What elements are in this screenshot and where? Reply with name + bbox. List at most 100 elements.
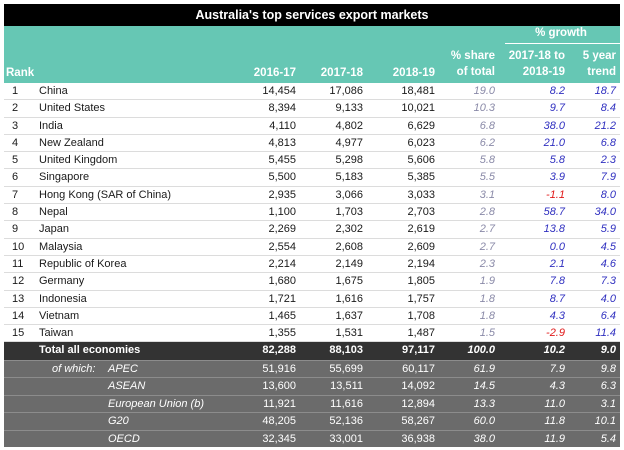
growth2-cell: 11.4 xyxy=(595,327,616,340)
year2-cell: 17,086 xyxy=(329,85,363,97)
growth2-cell: 5.4 xyxy=(600,432,616,445)
table-row: 9 Japan 2,269 2,302 2,619 2.7 13.8 5.9 xyxy=(4,221,620,239)
year1-cell: 51,916 xyxy=(262,362,296,375)
growth2-cell: 3.1 xyxy=(600,397,616,410)
growth2-cell: 6.3 xyxy=(600,380,616,393)
table-row: 15 Taiwan 1,355 1,531 1,487 1.5 -2.9 11.4 xyxy=(4,325,620,343)
growth2-cell: 6.4 xyxy=(600,309,616,322)
country-name-cell: Indonesia xyxy=(39,292,87,305)
growth2-cell: 2.3 xyxy=(600,154,616,167)
share-cell: 1.9 xyxy=(479,275,495,288)
growth1-header-line1: 2017-18 to xyxy=(508,50,565,62)
total-growth1: 10.2 xyxy=(543,344,565,357)
country-name-cell: United States xyxy=(39,102,106,115)
growth1-cell: 58.7 xyxy=(543,206,565,219)
year3-cell: 3,033 xyxy=(407,188,435,201)
growth1-cell: 8.2 xyxy=(549,85,565,97)
year2-header: 2017-18 xyxy=(320,67,363,79)
rank-cell: 12 xyxy=(12,275,25,288)
table-row: 10 Malaysia 2,554 2,608 2,609 2.7 0.0 4.5 xyxy=(4,239,620,256)
growth-underline xyxy=(505,43,620,44)
table-row: 7 Hong Kong (SAR of China) 2,935 3,066 3,033… xyxy=(4,187,620,205)
year1-cell: 5,500 xyxy=(268,171,296,184)
table-row: 13 Indonesia 1,721 1,616 1,757 1.8 8.7 4.0 xyxy=(4,291,620,308)
year2-cell: 4,802 xyxy=(335,119,363,132)
table-header: % growth Rank 2016-17 2017-18 2018-19 % … xyxy=(4,26,620,83)
share-cell: 5.5 xyxy=(479,171,495,184)
year3-cell: 5,385 xyxy=(407,171,435,184)
share-cell: 38.0 xyxy=(473,432,495,445)
total-year3: 97,117 xyxy=(401,344,435,357)
share-cell: 19.0 xyxy=(473,85,495,97)
year3-cell: 6,023 xyxy=(407,136,435,149)
growth1-cell: 2.1 xyxy=(549,257,565,270)
growth1-cell: 3.9 xyxy=(549,171,565,184)
country-name-cell: Nepal xyxy=(39,206,68,219)
country-name-cell: Germany xyxy=(39,275,85,288)
year3-cell: 2,609 xyxy=(407,240,435,253)
year3-header: 2018-19 xyxy=(392,67,435,79)
year2-cell: 1,675 xyxy=(335,275,363,288)
share-cell: 2.8 xyxy=(479,206,495,219)
table-row: 3 India 4,110 4,802 6,629 6.8 38.0 21.2 xyxy=(4,118,620,135)
country-name-cell: United Kingdom xyxy=(39,154,118,167)
year2-cell: 3,066 xyxy=(335,188,363,201)
share-cell: 60.0 xyxy=(473,415,495,428)
table-row: 1 China 14,454 17,086 18,481 19.0 8.2 18.7 xyxy=(4,83,620,101)
share-cell: 3.1 xyxy=(479,188,495,201)
growth1-cell: 38.0 xyxy=(543,119,565,132)
table-row: 11 Republic of Korea 2,214 2,149 2,194 2.3 2.1… xyxy=(4,256,620,274)
country-name-cell: Republic of Korea xyxy=(39,257,127,270)
growth1-cell: 7.8 xyxy=(549,275,565,288)
rank-cell: 1 xyxy=(12,85,19,97)
growth1-cell: 7.9 xyxy=(549,362,565,375)
share-header-line2: of total xyxy=(456,66,495,78)
year1-cell: 1,100 xyxy=(268,206,296,219)
growth2-cell: 34.0 xyxy=(594,206,616,219)
country-name-cell: Hong Kong (SAR of China) xyxy=(39,188,172,201)
year3-cell: 6,629 xyxy=(407,119,435,132)
year1-cell: 48,205 xyxy=(262,415,296,428)
year1-cell: 11,921 xyxy=(263,397,296,410)
year1-cell: 2,214 xyxy=(268,257,296,270)
growth1-cell: 4.3 xyxy=(549,380,565,393)
share-cell: 1.5 xyxy=(479,327,495,340)
year2-cell: 1,703 xyxy=(335,206,363,219)
share-cell: 2.7 xyxy=(479,240,495,253)
year2-cell: 52,136 xyxy=(329,415,363,428)
total-label: Total all economies xyxy=(39,344,141,357)
year2-cell: 2,302 xyxy=(335,223,363,236)
share-header-line1: % share xyxy=(450,50,495,62)
group-row: European Union (b) 11,921 11,616 12,894 13.3… xyxy=(4,394,620,413)
year1-cell: 4,813 xyxy=(268,136,296,149)
share-cell: 6.2 xyxy=(479,136,495,149)
year1-cell: 1,721 xyxy=(268,292,296,305)
table-row: 2 United States 8,394 9,133 10,021 10.3 9.7 8.4 xyxy=(4,100,620,118)
year3-cell: 14,092 xyxy=(401,380,435,393)
year1-header: 2016-17 xyxy=(253,67,296,79)
growth1-cell: 11.0 xyxy=(544,397,565,410)
country-name-cell: Taiwan xyxy=(39,327,74,340)
share-cell: 2.7 xyxy=(479,223,495,236)
year1-cell: 1,465 xyxy=(268,309,296,322)
total-year2: 88,103 xyxy=(329,344,363,357)
growth1-cell: 5.8 xyxy=(549,154,565,167)
share-cell: 1.8 xyxy=(479,309,495,322)
year2-cell: 11,616 xyxy=(330,397,363,410)
table-row: 12 Germany 1,680 1,675 1,805 1.9 7.8 7.3 xyxy=(4,273,620,291)
year3-cell: 18,481 xyxy=(401,85,435,97)
year2-cell: 4,977 xyxy=(335,136,363,149)
total-row: Total all economies 82,288 88,103 97,117… xyxy=(4,342,620,360)
country-rows: 1 China 14,454 17,086 18,481 19.0 8.2 18.7 2 Unit… xyxy=(4,83,620,343)
growth2-cell: 7.3 xyxy=(600,275,616,288)
country-name-cell: Malaysia xyxy=(39,240,83,253)
rank-cell: 3 xyxy=(12,119,19,132)
country-name-cell: Japan xyxy=(39,223,69,236)
growth1-cell: 11.9 xyxy=(544,432,565,445)
growth2-cell: 8.0 xyxy=(600,188,616,201)
year1-cell: 4,110 xyxy=(269,119,296,132)
year2-cell: 2,608 xyxy=(335,240,363,253)
table-title: Australia's top services export markets xyxy=(4,4,620,26)
year3-cell: 2,619 xyxy=(407,223,435,236)
share-cell: 5.8 xyxy=(479,154,495,167)
